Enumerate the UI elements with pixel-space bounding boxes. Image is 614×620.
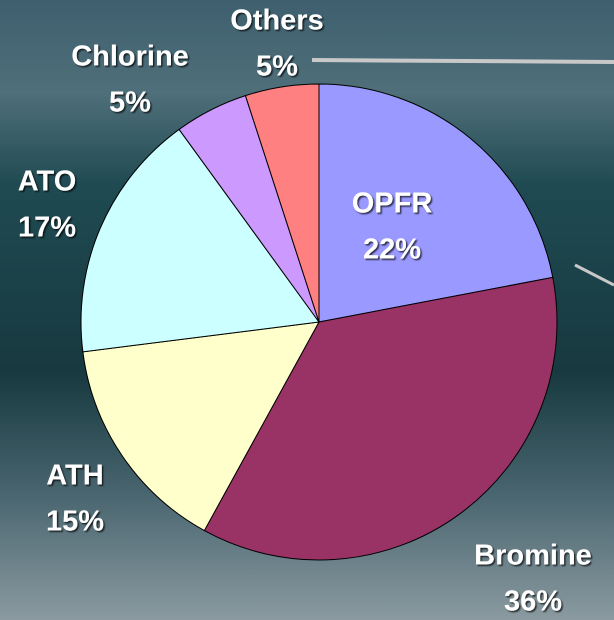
- slice-value-label: 5%: [256, 51, 298, 83]
- slice-label: ATO: [18, 166, 77, 198]
- slice-value-label: 36%: [504, 586, 562, 618]
- slice-label: ATH: [46, 460, 103, 492]
- decor-line: [312, 60, 614, 62]
- slice-value-label: 17%: [18, 212, 76, 244]
- pie: [81, 84, 557, 560]
- slice-label: Bromine: [474, 540, 592, 572]
- chart: OPFR 22% Bromine 36% ATH 15% ATO 17% Chlorine 5% O…: [0, 0, 614, 620]
- slice-label: Others: [230, 5, 323, 37]
- slice-label: OPFR: [352, 188, 433, 220]
- slice-label: Chlorine: [71, 41, 189, 73]
- slice-value-label: 5%: [109, 87, 151, 119]
- slice-value-label: 22%: [363, 234, 421, 266]
- page: {"chart_data": {"type": "pie", "categori…: [0, 0, 614, 620]
- slice-value-label: 15%: [46, 506, 104, 538]
